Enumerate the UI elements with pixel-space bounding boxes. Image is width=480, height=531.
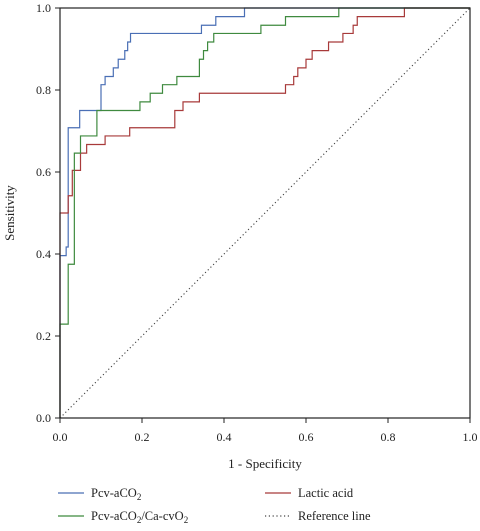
x-tick-label-5: 1.0 [463,430,478,444]
series-line-1 [59,7,470,418]
x-tick-label-4: 0.8 [381,430,396,444]
legend-label-0: Pcv-aCO2 [91,486,141,502]
y-tick-label-5: 1.0 [36,1,51,15]
legend-label-2: Pcv-aCO2/Ca-cvO2 [91,509,188,525]
y-tick-label-2: 0.4 [36,247,51,261]
y-tick-label-0: 0.0 [36,411,51,425]
series-line-2 [59,7,470,418]
plot-frame [59,7,471,419]
y-tick-label-1: 0.2 [36,329,51,343]
legend-label-3: Reference line [298,509,371,523]
x-tick-label-2: 0.4 [217,430,232,444]
legend: Pcv-aCO2 Lactic acid Pcv-aCO2/Ca-cvO2 Refer… [58,486,371,525]
x-tick-label-1: 0.2 [135,430,150,444]
plot-area [59,7,471,419]
series-line-3 [59,7,471,419]
y-tick-label-3: 0.6 [36,165,51,179]
y-axis-label: Sensitivity [2,185,17,241]
legend-label-1: Lactic acid [298,486,354,500]
x-axis-label: 1 - Specificity [228,456,302,471]
x-tick-label-3: 0.6 [299,430,314,444]
x-tick-label-0: 0.0 [53,430,68,444]
axes: 0.0 0.2 0.4 0.6 0.8 1.0 0.0 0.2 0.4 0.6 0.8 1.0 1 - … [2,1,478,471]
series-line-0 [59,7,470,418]
y-tick-label-4: 0.8 [36,83,51,97]
